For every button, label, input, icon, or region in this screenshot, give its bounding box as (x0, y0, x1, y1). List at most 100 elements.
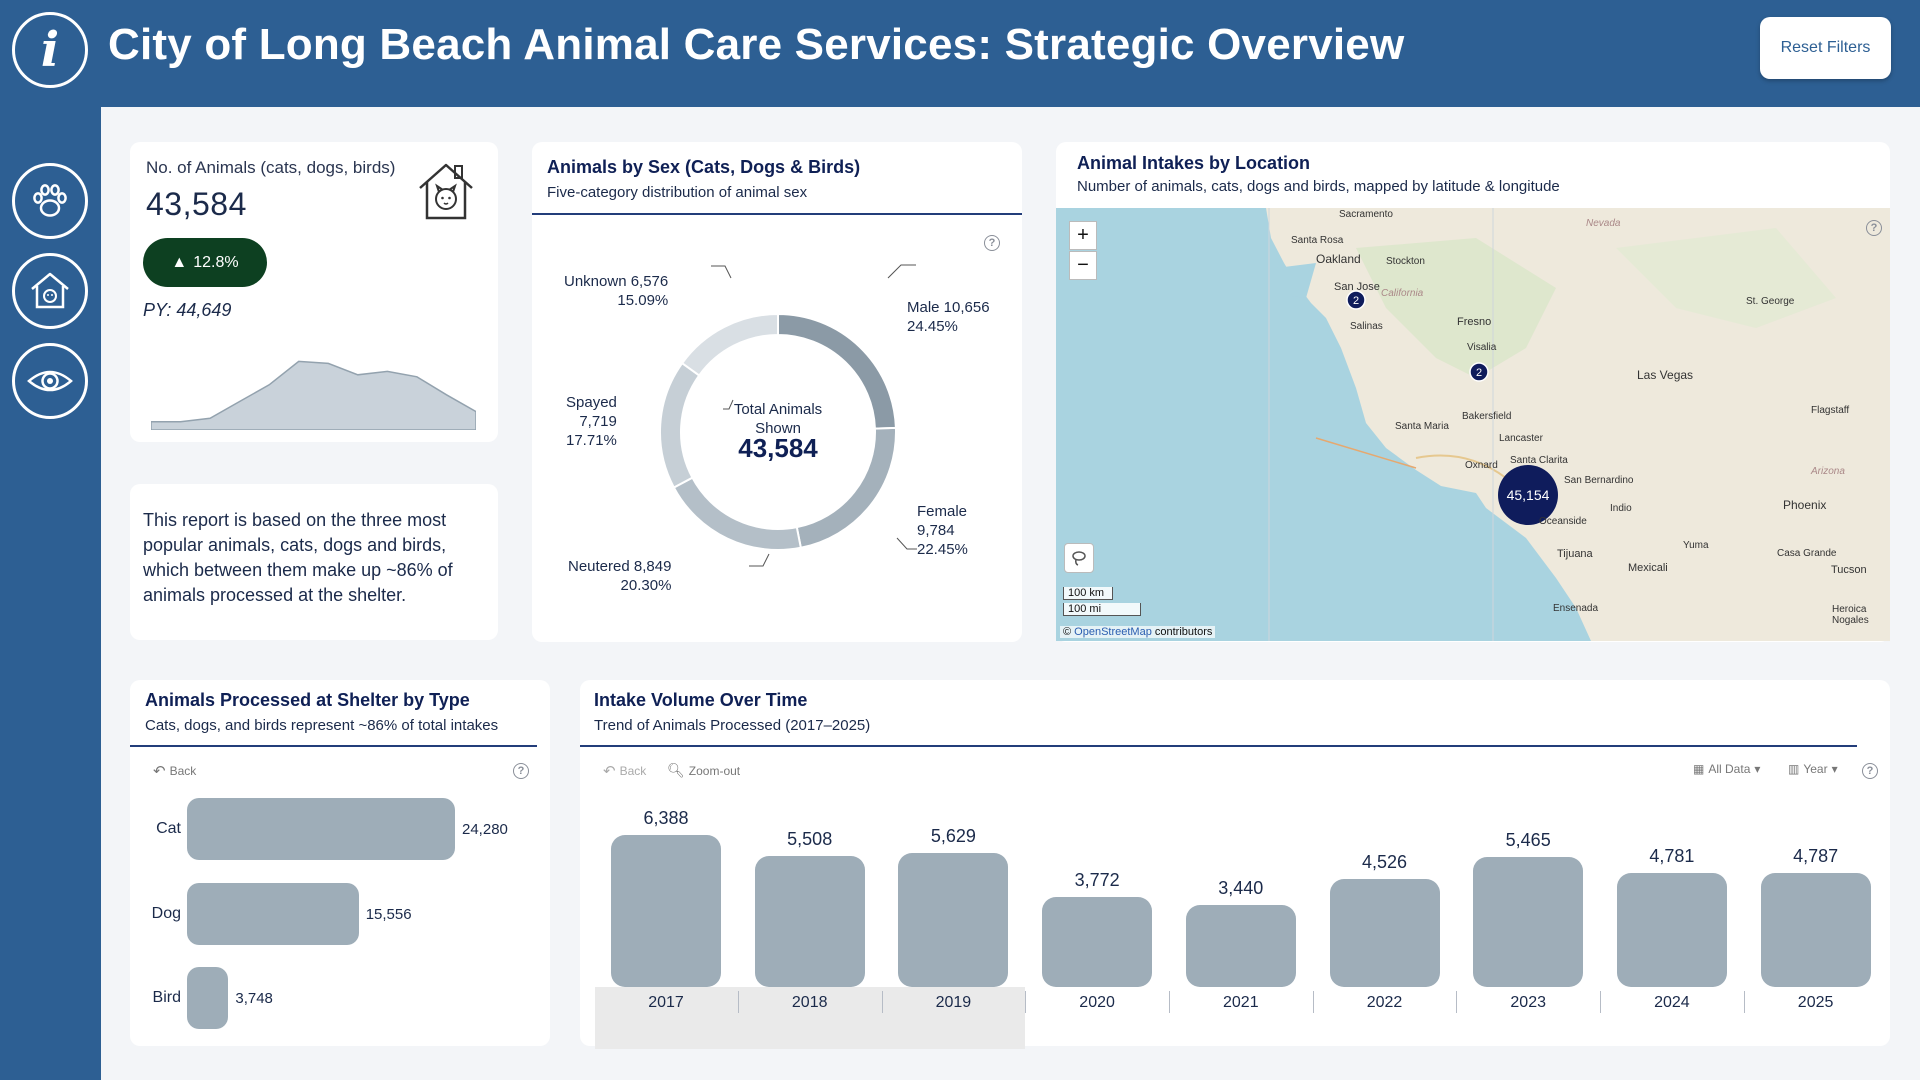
map-help-icon[interactable]: ? (1866, 220, 1882, 236)
axis-separator (1025, 991, 1027, 1013)
axis-separator (1600, 991, 1602, 1013)
donut-slice-spayed[interactable] (659, 361, 701, 489)
axis-separator (881, 991, 883, 1013)
bar-year-2020[interactable] (1042, 897, 1153, 987)
axis-separator (1168, 991, 1170, 1013)
donut-center-value: 43,584 (738, 433, 818, 463)
map-view[interactable]: 2 2 45,154 Sacramento Santa Rosa Oakland… (1056, 208, 1890, 641)
chevron-down-icon: ▾ (1754, 762, 1761, 776)
eye-icon (27, 370, 73, 392)
bar-value-label: 5,629 (930, 826, 976, 847)
donut-chart[interactable] (533, 260, 1023, 630)
donut-slice-neutered[interactable] (672, 476, 803, 551)
donut-label-male: Male 10,656 24.45% (907, 299, 990, 335)
map-cluster-long-beach: 45,154 (1507, 487, 1550, 503)
donut-label-unknown: Unknown 6,576 15.09% (564, 273, 669, 309)
bar-value-label: 6,388 (643, 808, 689, 828)
axis-separator (1456, 991, 1458, 1013)
map-cluster-san-jose: 2 (1353, 295, 1359, 307)
x-axis-year-label: 2019 (935, 994, 972, 1011)
intake-back-button[interactable]: ↶ Back (603, 763, 647, 780)
intake-volume-title: Intake Volume Over Time (594, 690, 808, 710)
bar-value-label: 3,440 (1218, 878, 1264, 899)
type-bar-title: Animals Processed at Shelter by Type (145, 690, 470, 710)
bar-year-2017[interactable] (611, 835, 721, 987)
x-axis-year-label: 2018 (791, 994, 828, 1011)
bar-category-label: Bird (152, 989, 181, 1006)
map-subtitle: Number of animals, cats, dogs and birds,… (1077, 178, 1560, 195)
kpi-label: No. of Animals (cats, dogs, birds) (146, 158, 396, 177)
kpi-sparkline (151, 360, 476, 430)
map-scale-mi: 100 mi (1063, 603, 1141, 616)
map-title: Animal Intakes by Location (1077, 153, 1311, 173)
donut-label-female: Female 9,784 22.45% (917, 503, 968, 558)
bar-year-2022[interactable] (1329, 879, 1440, 987)
x-axis-year-label: 2022 (1366, 994, 1403, 1011)
intake-help-icon[interactable]: ? (1862, 763, 1878, 779)
help-icon[interactable]: ? (984, 235, 1000, 251)
info-icon[interactable]: i (12, 12, 88, 88)
donut-card[interactable] (532, 142, 1022, 642)
bar-category-label: Dog (151, 905, 181, 922)
bar-bird[interactable] (187, 967, 229, 1029)
x-axis-year-label: 2017 (648, 994, 684, 1011)
donut-label-neutered: Neutered 8,849 20.30% (568, 558, 672, 594)
axis-separator (1743, 991, 1745, 1013)
donut-slice-unknown[interactable] (680, 312, 779, 377)
kpi-prior-year: PY: 44,649 (143, 300, 232, 320)
bar-value-label: 5,508 (787, 828, 833, 849)
bar-year-2021[interactable] (1185, 905, 1296, 987)
map-zoom-out-button[interactable]: − (1069, 251, 1097, 280)
shelter-house-icon (419, 163, 473, 220)
page-title: City of Long Beach Animal Care Services:… (108, 20, 1405, 69)
map-cluster-central: 2 (1476, 367, 1482, 379)
paw-icon (33, 184, 67, 217)
x-axis-year-label: 2021 (1223, 994, 1259, 1011)
sparkline-area (151, 360, 476, 430)
x-axis-year-label: 2024 (1654, 994, 1690, 1011)
bar-cat[interactable] (187, 798, 455, 860)
bar-year-2018[interactable] (754, 855, 865, 987)
donut-title: Animals by Sex (Cats, Dogs & Birds) (547, 157, 861, 177)
map-zoom-in-button[interactable]: + (1069, 221, 1097, 250)
bar-year-2024[interactable] (1616, 873, 1727, 987)
type-bar-subtitle: Cats, dogs, and birds represent ~86% of … (145, 717, 499, 734)
bar-year-2025[interactable] (1760, 873, 1871, 987)
highlighted-years-band (595, 987, 1025, 1049)
donut-leader-lines (711, 264, 917, 567)
kpi-value: 43,584 (146, 186, 247, 222)
x-axis-year-label: 2025 (1797, 994, 1834, 1011)
back-arrow-icon: ↶ (153, 763, 166, 780)
chevron-down-icon: ▾ (1831, 762, 1838, 776)
nav-shelter-button[interactable] (12, 253, 88, 329)
bar-chart-icon: ▥ (1788, 762, 1800, 776)
bar-year-2019[interactable] (898, 853, 1009, 987)
map-lasso-icon[interactable] (1064, 543, 1094, 573)
bar-dog[interactable] (187, 883, 359, 945)
back-arrow-icon: ↶ (603, 763, 616, 780)
bar-value-label: 4,781 (1649, 846, 1695, 867)
year-dropdown[interactable]: ▥ Year ▾ (1788, 762, 1838, 776)
bar-value-label: 15,556 (365, 906, 412, 923)
map-attribution: © OpenStreetMap contributors (1060, 626, 1216, 638)
intake-volume-divider (580, 745, 1857, 747)
type-bar-help-icon[interactable]: ? (513, 763, 529, 779)
calendar-icon: ▦ (1693, 762, 1705, 776)
bar-value-label: 24,280 (462, 821, 508, 838)
bar-value-label: 5,465 (1505, 829, 1551, 850)
openstreetmap-link[interactable]: OpenStreetMap (1074, 626, 1152, 638)
reset-filters-button[interactable]: Reset Filters (1760, 17, 1891, 79)
map-land: 2 2 45,154 (1266, 208, 1890, 641)
note-card (130, 484, 498, 640)
magnifier-icon: 🔍︎ (667, 762, 685, 778)
nav-overview-button[interactable] (12, 343, 88, 419)
header-bar: i City of Long Beach Animal Care Service… (0, 0, 1920, 107)
bar-year-2023[interactable] (1473, 856, 1584, 987)
kpi-change-badge: ▲ 12.8% (143, 238, 267, 287)
up-triangle-icon: ▲ (171, 253, 188, 271)
type-bar-back-button[interactable]: ↶ Back (153, 763, 197, 780)
all-data-dropdown[interactable]: ▦ All Data ▾ (1693, 762, 1761, 776)
nav-paw-button[interactable] (12, 163, 88, 239)
bar-category-label: Cat (156, 820, 181, 837)
zoom-out-button[interactable]: 🔍︎ Zoom-out (667, 762, 741, 778)
